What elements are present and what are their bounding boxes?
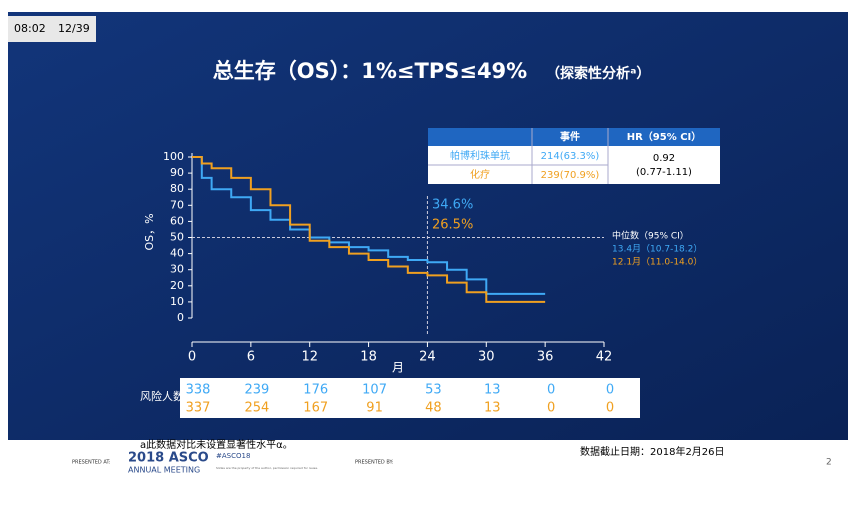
risk-number: 91: [366, 401, 383, 416]
time-box: [8, 16, 96, 42]
annotation: 34.6%: [432, 198, 473, 213]
median: 13.4月（10.7-18.2）: [612, 244, 702, 255]
risk-label: 风险人数: [140, 389, 184, 403]
meeting: ANNUAL MEETING: [128, 466, 200, 475]
y-tick-label: 60: [170, 214, 184, 227]
risk-number: 176: [303, 383, 328, 398]
median-title: 中位数（95% CI）: [612, 230, 689, 242]
risk-number: 0: [606, 401, 614, 416]
y-axis-title: OS，%: [143, 213, 156, 250]
page-number: 2: [826, 458, 832, 468]
footnote: a此数据对比未设置显著性水平α。: [140, 438, 293, 451]
slide-number: 12/39: [58, 22, 90, 35]
risk-number: 53: [425, 383, 442, 398]
y-tick-label: 20: [170, 279, 184, 292]
x-tick-label: 18: [360, 350, 377, 365]
events: 239(70.9%): [541, 170, 600, 181]
title-note: （探索性分析ᵃ）: [546, 65, 650, 82]
x-tick-label: 24: [419, 350, 436, 365]
plot: 0 10 20 30 40 50 60 70 80 90 100 0 6 12 18 24 30 36 42 338 2…: [163, 150, 614, 416]
table-header: HR（95% CI）: [627, 130, 702, 143]
cutoff: 数据截止日期：2018年2月26日: [580, 445, 725, 458]
risk-number: 239: [244, 383, 269, 398]
risk-number: 0: [547, 383, 555, 398]
y-tick-label: 90: [170, 166, 184, 179]
slide-bg: [8, 12, 848, 440]
x-tick-label: 42: [596, 350, 613, 365]
survival-curve: [192, 156, 546, 303]
risk-number: 338: [186, 383, 211, 398]
title: 总生存（OS）：1%≤TPS≤49%: [213, 59, 527, 83]
y-tick-label: 10: [170, 295, 184, 308]
events: 214(63.3%): [541, 151, 600, 162]
hr: 0.92: [653, 153, 675, 164]
hashtag: #ASCO18: [216, 452, 250, 460]
x-axis-title: 月: [392, 361, 404, 375]
x-tick-label: 6: [247, 350, 255, 365]
survival-curve: [192, 156, 546, 295]
x-tick-label: 0: [188, 350, 196, 365]
y-tick-label: 70: [170, 198, 184, 211]
legend-entry: 帕博利珠单抗: [450, 149, 510, 162]
risk-number: 13: [484, 401, 501, 416]
risk-table-bg: [180, 378, 640, 418]
y-tick-label: 30: [170, 263, 184, 276]
y-tick-label: 0: [177, 311, 184, 324]
table-header: 事件: [560, 130, 580, 143]
risk-number: 254: [244, 401, 269, 416]
risk-number: 13: [484, 383, 501, 398]
hr-ci: (0.77-1.11): [636, 167, 692, 178]
risk-number: 0: [547, 401, 555, 416]
x-tick-label: 12: [301, 350, 318, 365]
y-tick-label: 50: [170, 231, 184, 244]
legend-entry: 化疗: [470, 168, 490, 181]
presented-at: PRESENTED AT:: [72, 460, 111, 466]
asco: 2018 ASCO: [128, 451, 209, 466]
disclaimer: Slides are the property of the author, p…: [216, 466, 318, 470]
presented-by: PRESENTED BY:: [355, 460, 394, 466]
x-tick-label: 30: [478, 350, 495, 365]
annotation: 26.5%: [432, 218, 473, 233]
risk-number: 48: [425, 401, 442, 416]
hr-table-header: [428, 128, 720, 146]
y-tick-label: 80: [170, 182, 184, 195]
median: 12.1月（11.0-14.0）: [612, 257, 702, 268]
y-tick-label: 100: [163, 150, 184, 163]
risk-number: 337: [186, 401, 211, 416]
time: 08:02: [14, 22, 46, 35]
x-tick-label: 36: [537, 350, 554, 365]
risk-number: 167: [303, 401, 328, 416]
risk-number: 107: [362, 383, 387, 398]
risk-number: 0: [606, 383, 614, 398]
y-tick-label: 40: [170, 247, 184, 260]
